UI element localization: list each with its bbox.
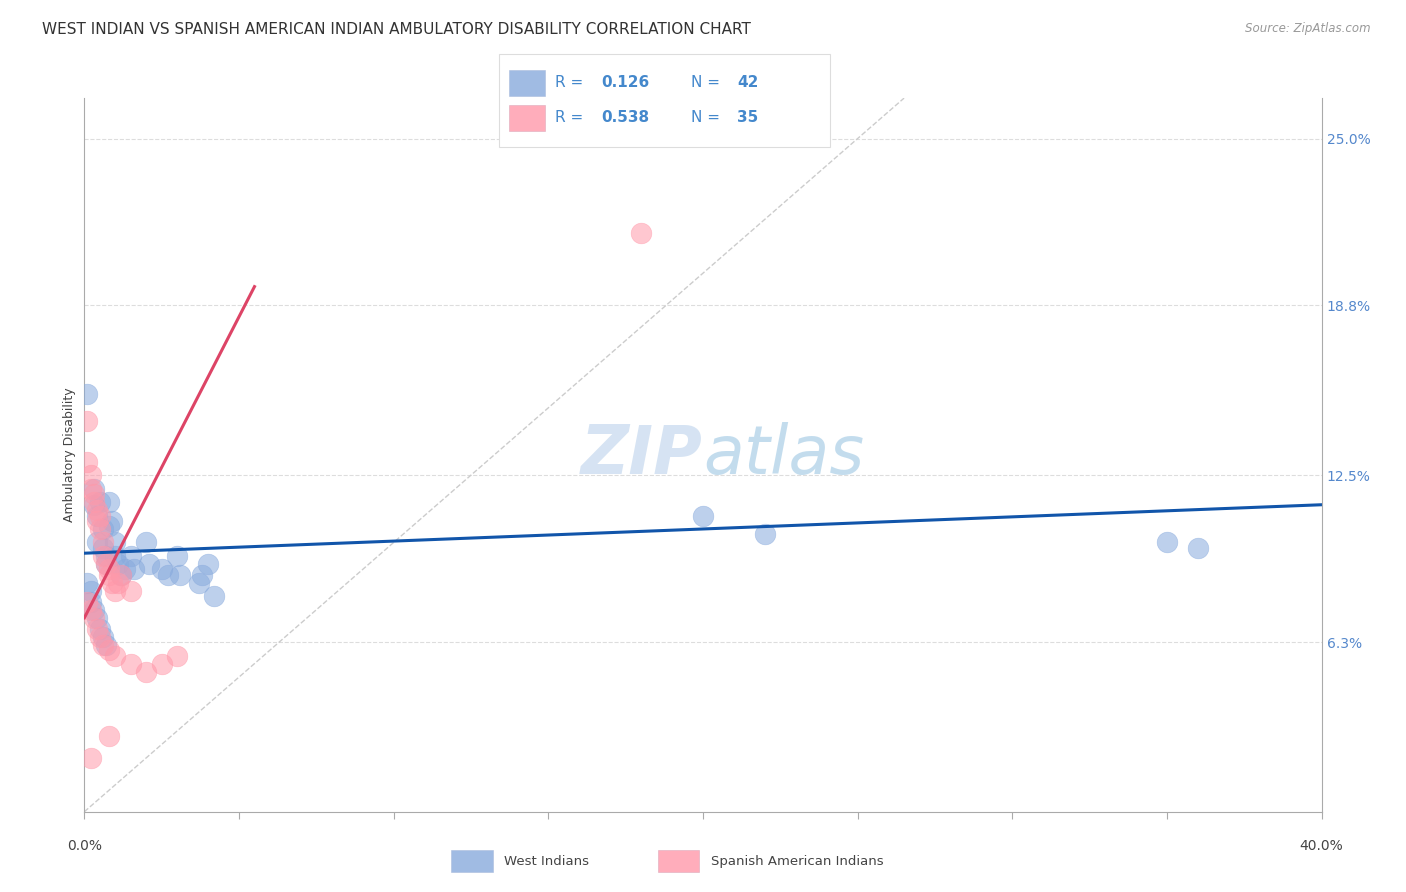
Text: West Indians: West Indians [505,855,589,868]
Point [83,603,105,617]
Point [91,630,114,644]
Point [79,482,101,496]
Point [104,648,127,663]
Point [94,549,117,563]
Point [83,495,105,509]
Text: N =: N = [690,75,724,90]
Text: Source: ZipAtlas.com: Source: ZipAtlas.com [1246,22,1371,36]
Point [76,575,98,590]
Point [76,414,98,428]
Point [98,567,121,582]
Point [101,575,124,590]
Point [94,557,117,571]
Point [86,535,108,549]
Point [86,508,108,523]
Point [120,657,142,671]
Point [104,535,127,549]
Point [1156,535,1178,549]
Point [83,482,105,496]
Point [89,508,111,523]
Point [135,535,157,549]
Point [166,549,188,563]
Point [107,575,129,590]
Point [630,226,652,240]
Point [79,583,101,598]
Point [86,514,108,528]
Text: R =: R = [555,75,589,90]
Text: 42: 42 [737,75,758,90]
Point [94,557,117,571]
Point [101,514,124,528]
Point [114,562,136,576]
Point [79,468,101,483]
Point [187,575,209,590]
Y-axis label: Ambulatory Disability: Ambulatory Disability [63,388,76,522]
Point [91,541,114,555]
Point [166,648,188,663]
Point [150,562,173,576]
Point [86,622,108,636]
Point [156,567,179,582]
Point [83,611,105,625]
Point [120,549,142,563]
Point [202,589,225,603]
Bar [658,850,699,872]
Point [169,567,191,582]
Text: 0.126: 0.126 [602,75,650,90]
Bar [509,105,546,131]
Point [83,498,105,512]
Point [86,611,108,625]
Point [138,557,160,571]
Point [98,562,121,576]
Point [98,729,121,743]
Point [91,535,114,549]
Point [76,387,98,401]
Point [91,638,114,652]
Point [86,503,108,517]
Point [754,527,776,541]
Text: R =: R = [555,111,589,126]
Point [135,665,157,679]
Text: 0.0%: 0.0% [67,838,101,853]
Point [79,595,101,609]
Bar [509,70,546,95]
Point [122,562,145,576]
Text: 40.0%: 40.0% [1299,838,1344,853]
Point [76,595,98,609]
Text: WEST INDIAN VS SPANISH AMERICAN INDIAN AMBULATORY DISABILITY CORRELATION CHART: WEST INDIAN VS SPANISH AMERICAN INDIAN A… [42,22,751,37]
Point [79,751,101,765]
Point [191,567,214,582]
Point [1187,541,1209,555]
Point [104,583,127,598]
Point [83,487,105,501]
Text: 35: 35 [737,111,758,126]
Point [76,455,98,469]
Text: Spanish American Indians: Spanish American Indians [711,855,884,868]
Text: ZIP: ZIP [581,422,703,488]
Point [98,519,121,533]
Point [104,549,127,563]
Point [89,630,111,644]
Text: N =: N = [690,111,724,126]
Point [94,638,117,652]
Point [91,522,114,536]
Point [98,643,121,657]
Point [89,622,111,636]
Text: 0.538: 0.538 [602,111,650,126]
Point [150,657,173,671]
Point [91,549,114,563]
Point [120,583,142,598]
Point [89,522,111,536]
Point [197,557,219,571]
Bar [451,850,492,872]
Point [79,603,101,617]
Point [110,567,132,582]
Point [110,567,132,582]
Point [692,508,714,523]
Text: atlas: atlas [703,422,865,488]
Point [98,495,121,509]
Point [89,495,111,509]
Point [107,557,129,571]
